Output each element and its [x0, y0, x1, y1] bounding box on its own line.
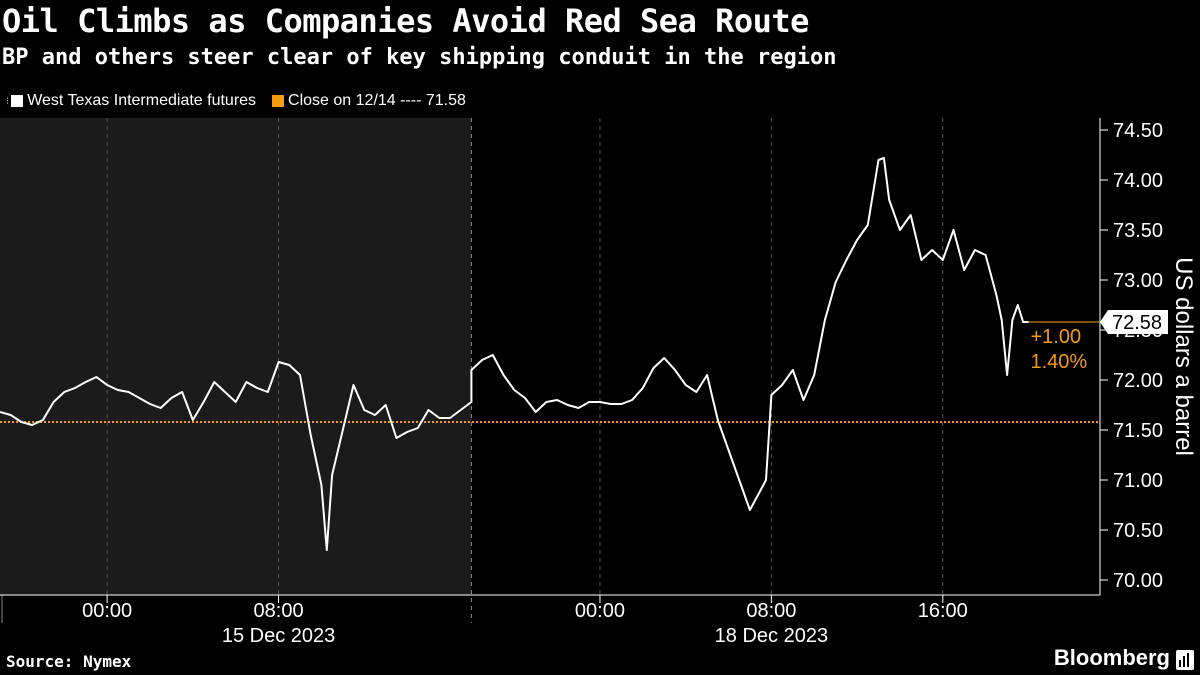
change-absolute-label: +1.00 [1031, 326, 1082, 348]
y-tick-label: 73.50 [1113, 220, 1163, 242]
legend-handle-icon: ⁝ [6, 95, 10, 107]
x-date-label: 15 Dec 2023 [222, 625, 335, 647]
y-tick-label: 70.50 [1113, 520, 1163, 542]
legend-swatch-wti [11, 95, 24, 107]
last-value-label: 72.58 [1112, 312, 1162, 334]
chart-subtitle: BP and others steer clear of key shippin… [2, 45, 837, 70]
x-tick-label: 00:00 [82, 600, 132, 622]
x-tick-label: 00:00 [575, 600, 625, 622]
y-axis-title: US dollars a barrel [1170, 257, 1197, 456]
source-note: Source: Nymex [6, 652, 132, 671]
y-tick-label: 74.50 [1113, 120, 1163, 142]
y-tick-label: 73.00 [1113, 270, 1163, 292]
change-percent-label: 1.40% [1031, 351, 1088, 373]
brand-logo: Bloomberg [1053, 645, 1170, 670]
wti-price-line [0, 157, 1029, 551]
y-tick-label: 70.00 [1113, 570, 1163, 592]
prior-session-shading [0, 118, 472, 595]
legend-label-wti: West Texas Intermediate futures [27, 92, 257, 109]
x-tick-label: 16:00 [918, 600, 968, 622]
chart-title: Oil Climbs as Companies Avoid Red Sea Ro… [2, 2, 809, 40]
legend-swatch-close [272, 95, 285, 107]
x-tick-label: 08:00 [746, 600, 796, 622]
y-tick-label: 71.00 [1113, 470, 1163, 492]
y-tick-label: 74.00 [1113, 170, 1163, 192]
x-date-label: 18 Dec 2023 [715, 625, 828, 647]
x-tick-label: 08:00 [254, 600, 304, 622]
y-tick-label: 72.00 [1113, 370, 1163, 392]
legend-label-close: Close on 12/14 ---- 71.58 [288, 92, 466, 109]
y-tick-label: 71.50 [1113, 420, 1163, 442]
last-value-tag [1100, 310, 1168, 334]
bloomberg-terminal-icon [1176, 650, 1194, 670]
legend: ⁝ West Texas Intermediate futures Close … [6, 92, 466, 110]
